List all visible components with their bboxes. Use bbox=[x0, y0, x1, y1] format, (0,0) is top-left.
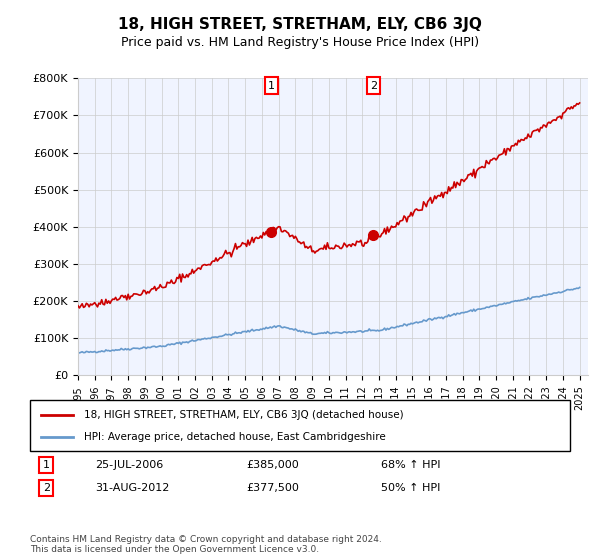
Text: 1: 1 bbox=[268, 81, 275, 91]
Text: Price paid vs. HM Land Registry's House Price Index (HPI): Price paid vs. HM Land Registry's House … bbox=[121, 36, 479, 49]
Text: 2: 2 bbox=[370, 81, 377, 91]
Text: 68% ↑ HPI: 68% ↑ HPI bbox=[381, 460, 440, 470]
Text: 31-AUG-2012: 31-AUG-2012 bbox=[95, 483, 169, 493]
Text: HPI: Average price, detached house, East Cambridgeshire: HPI: Average price, detached house, East… bbox=[84, 432, 386, 442]
Text: 2: 2 bbox=[43, 483, 50, 493]
Text: 18, HIGH STREET, STRETHAM, ELY, CB6 3JQ (detached house): 18, HIGH STREET, STRETHAM, ELY, CB6 3JQ … bbox=[84, 409, 404, 419]
FancyBboxPatch shape bbox=[30, 400, 570, 451]
Text: 18, HIGH STREET, STRETHAM, ELY, CB6 3JQ: 18, HIGH STREET, STRETHAM, ELY, CB6 3JQ bbox=[118, 17, 482, 32]
Text: 1: 1 bbox=[43, 460, 50, 470]
Text: £377,500: £377,500 bbox=[246, 483, 299, 493]
Text: Contains HM Land Registry data © Crown copyright and database right 2024.
This d: Contains HM Land Registry data © Crown c… bbox=[30, 535, 382, 554]
Text: 50% ↑ HPI: 50% ↑ HPI bbox=[381, 483, 440, 493]
Text: £385,000: £385,000 bbox=[246, 460, 299, 470]
Text: 25-JUL-2006: 25-JUL-2006 bbox=[95, 460, 163, 470]
